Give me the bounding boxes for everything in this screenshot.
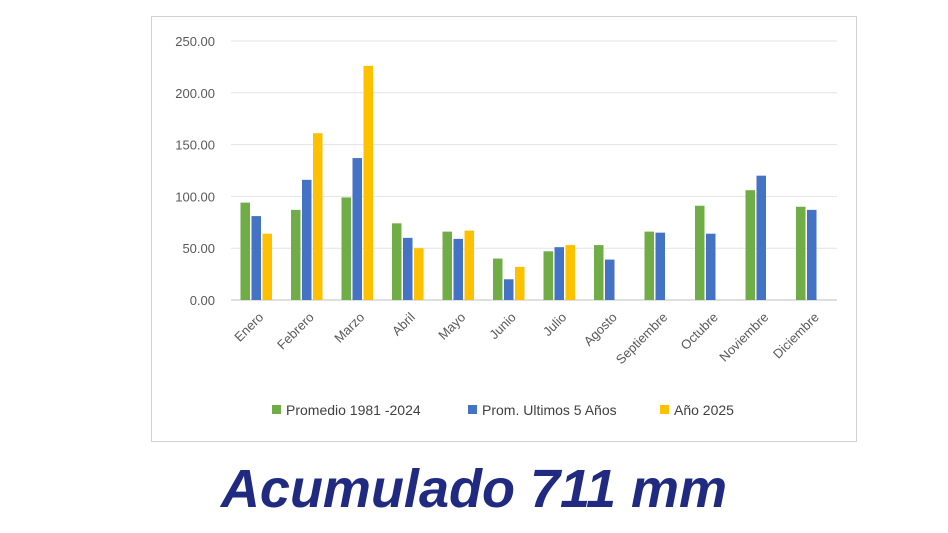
bar-chart: 0.00 50.00 100.00 150.00 200.00 250.00 Enero F… [175, 34, 837, 418]
bar-2-octubre [706, 233, 716, 300]
x-tick-label: Julio [540, 310, 570, 340]
bar-3-julio [565, 245, 575, 300]
bar-1-marzo [341, 197, 351, 300]
bar-1-diciembre [796, 206, 806, 300]
chart-frame: 0.00 50.00 100.00 150.00 200.00 250.00 Enero F… [151, 16, 857, 442]
x-tick-label: Enero [231, 310, 266, 345]
x-tick-label: Octubre [678, 310, 721, 353]
bar-1-febrero [291, 209, 301, 300]
x-tick-label: Febrero [274, 310, 317, 353]
legend-label: Promedio 1981 -2024 [286, 402, 421, 418]
x-tick-label: Marzo [331, 310, 367, 346]
bar-1-octubre [695, 205, 705, 300]
gridlines [231, 40, 837, 301]
bar-1-enero [240, 202, 250, 300]
bar-2-marzo [352, 158, 362, 300]
y-tick-label: 150.00 [175, 138, 215, 153]
bar-1-julio [543, 251, 553, 300]
y-tick-label: 100.00 [175, 189, 215, 204]
legend-label: Prom. Ultimos 5 Años [482, 402, 617, 418]
x-tick-label: Noviembre [716, 310, 771, 365]
legend-label: Año 2025 [674, 402, 734, 418]
bar-3-marzo [363, 65, 373, 300]
bar-3-enero [262, 233, 272, 300]
y-tick-label: 250.00 [175, 34, 215, 49]
bar-1-mayo [442, 231, 452, 300]
y-tick-label: 200.00 [175, 86, 215, 101]
y-axis-ticks: 0.00 50.00 100.00 150.00 200.00 250.00 [175, 34, 215, 308]
accumulated-caption: Acumulado 711 mm [220, 459, 728, 519]
legend-swatch [468, 405, 477, 414]
y-tick-label: 50.00 [182, 241, 215, 256]
bar-2-diciembre [807, 209, 817, 300]
x-axis-ticks: Enero Febrero Marzo Abril Mayo Junio Julio Agos… [231, 309, 822, 367]
x-tick-label: Abril [389, 309, 418, 338]
x-tick-label: Septiembre [613, 310, 671, 368]
bar-2-mayo [453, 238, 463, 300]
x-tick-label: Agosto [581, 310, 620, 349]
bar-2-noviembre [756, 175, 766, 300]
bar-1-abril [392, 223, 402, 300]
bar-2-julio [554, 247, 564, 300]
bar-3-abril [414, 248, 424, 300]
bar-1-junio [493, 258, 503, 300]
bar-2-abril [403, 237, 413, 300]
bar-1-septiembre [644, 231, 654, 300]
x-tick-label: Diciembre [770, 310, 822, 362]
bars [240, 65, 817, 300]
legend: Promedio 1981 -2024 Prom. Ultimos 5 Años A… [272, 402, 734, 418]
bar-2-septiembre [655, 232, 665, 300]
bar-2-junio [504, 279, 514, 300]
bar-2-agosto [605, 259, 615, 300]
bar-3-junio [515, 266, 525, 300]
x-tick-label: Junio [486, 310, 519, 343]
bar-1-agosto [594, 245, 604, 300]
legend-swatch [272, 405, 281, 414]
bar-3-febrero [313, 133, 323, 300]
bar-2-enero [251, 216, 261, 300]
bar-2-febrero [302, 179, 312, 300]
y-tick-label: 0.00 [190, 293, 215, 308]
x-tick-label: Mayo [435, 310, 468, 343]
legend-swatch [660, 405, 669, 414]
bar-3-mayo [464, 230, 474, 300]
bar-1-noviembre [745, 190, 755, 300]
